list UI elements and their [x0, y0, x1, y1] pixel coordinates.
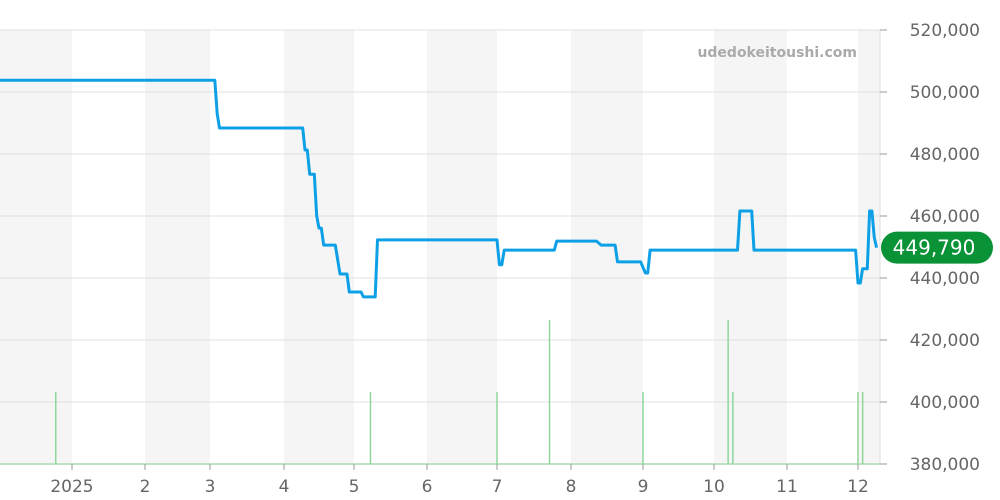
x-tick-label: 2 [140, 477, 151, 497]
grid-lines [0, 29, 881, 465]
y-tick-label: 480,000 [910, 145, 980, 165]
y-tick-label: 420,000 [910, 331, 980, 351]
month-shade [0, 30, 72, 464]
x-tick-label: 7 [492, 477, 503, 497]
x-tick-label: 11 [776, 477, 798, 497]
y-tick-label: 400,000 [910, 393, 980, 413]
month-shade [427, 30, 497, 464]
x-tick-label: 2025 [50, 477, 93, 497]
y-tick-label: 460,000 [910, 207, 980, 227]
current-value-label: 449,790 [893, 236, 976, 260]
month-shade [145, 30, 210, 464]
y-tick-label: 520,000 [910, 21, 980, 41]
y-tick-label: 440,000 [910, 269, 980, 289]
x-tick-label: 5 [349, 477, 360, 497]
price-line [0, 78, 879, 299]
x-tick-label: 8 [566, 477, 577, 497]
watermark: udedokeitoushi.com [697, 45, 857, 61]
y-axis: 380,000 400,000 420,000 440,000 460,000 480,0… [880, 21, 980, 475]
current-value-badge: 449,790 [881, 231, 993, 264]
month-shade [284, 30, 354, 464]
y-tick-label: 500,000 [910, 83, 980, 103]
month-shading [0, 30, 880, 464]
volume-bars [54, 320, 864, 464]
x-tick-label: 12 [847, 477, 869, 497]
month-shade [714, 30, 787, 464]
x-tick-label: 9 [638, 477, 649, 497]
x-tick-label: 3 [205, 477, 216, 497]
y-tick-label: 380,000 [910, 455, 980, 475]
month-shade [571, 30, 643, 464]
x-tick-label: 6 [422, 477, 433, 497]
x-tick-label: 4 [279, 477, 290, 497]
x-axis: 2025 2 3 4 5 6 7 8 9 10 11 12 [50, 464, 869, 497]
x-tick-label: 10 [703, 477, 725, 497]
